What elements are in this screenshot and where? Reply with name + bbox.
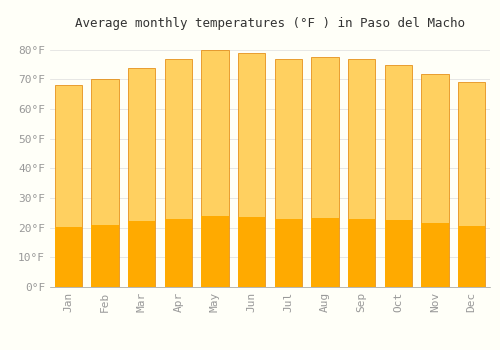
Bar <box>274 59 302 287</box>
Bar <box>91 225 119 287</box>
Bar <box>384 65 412 287</box>
Bar <box>238 53 266 287</box>
Bar <box>238 217 266 287</box>
Bar <box>54 226 82 287</box>
Bar <box>201 50 229 287</box>
Bar <box>91 79 119 287</box>
Bar <box>421 223 448 287</box>
Bar <box>164 59 192 287</box>
Title: Average monthly temperatures (°F ) in Paso del Macho: Average monthly temperatures (°F ) in Pa… <box>75 17 465 30</box>
Bar <box>384 220 412 287</box>
Bar <box>458 83 485 287</box>
Bar <box>348 59 376 287</box>
Bar <box>311 218 339 287</box>
Bar <box>311 57 339 287</box>
Bar <box>128 221 156 287</box>
Bar <box>274 218 302 287</box>
Bar <box>348 218 376 287</box>
Bar <box>54 85 82 287</box>
Bar <box>421 74 448 287</box>
Bar <box>201 216 229 287</box>
Bar <box>164 218 192 287</box>
Bar <box>128 68 156 287</box>
Bar <box>458 226 485 287</box>
